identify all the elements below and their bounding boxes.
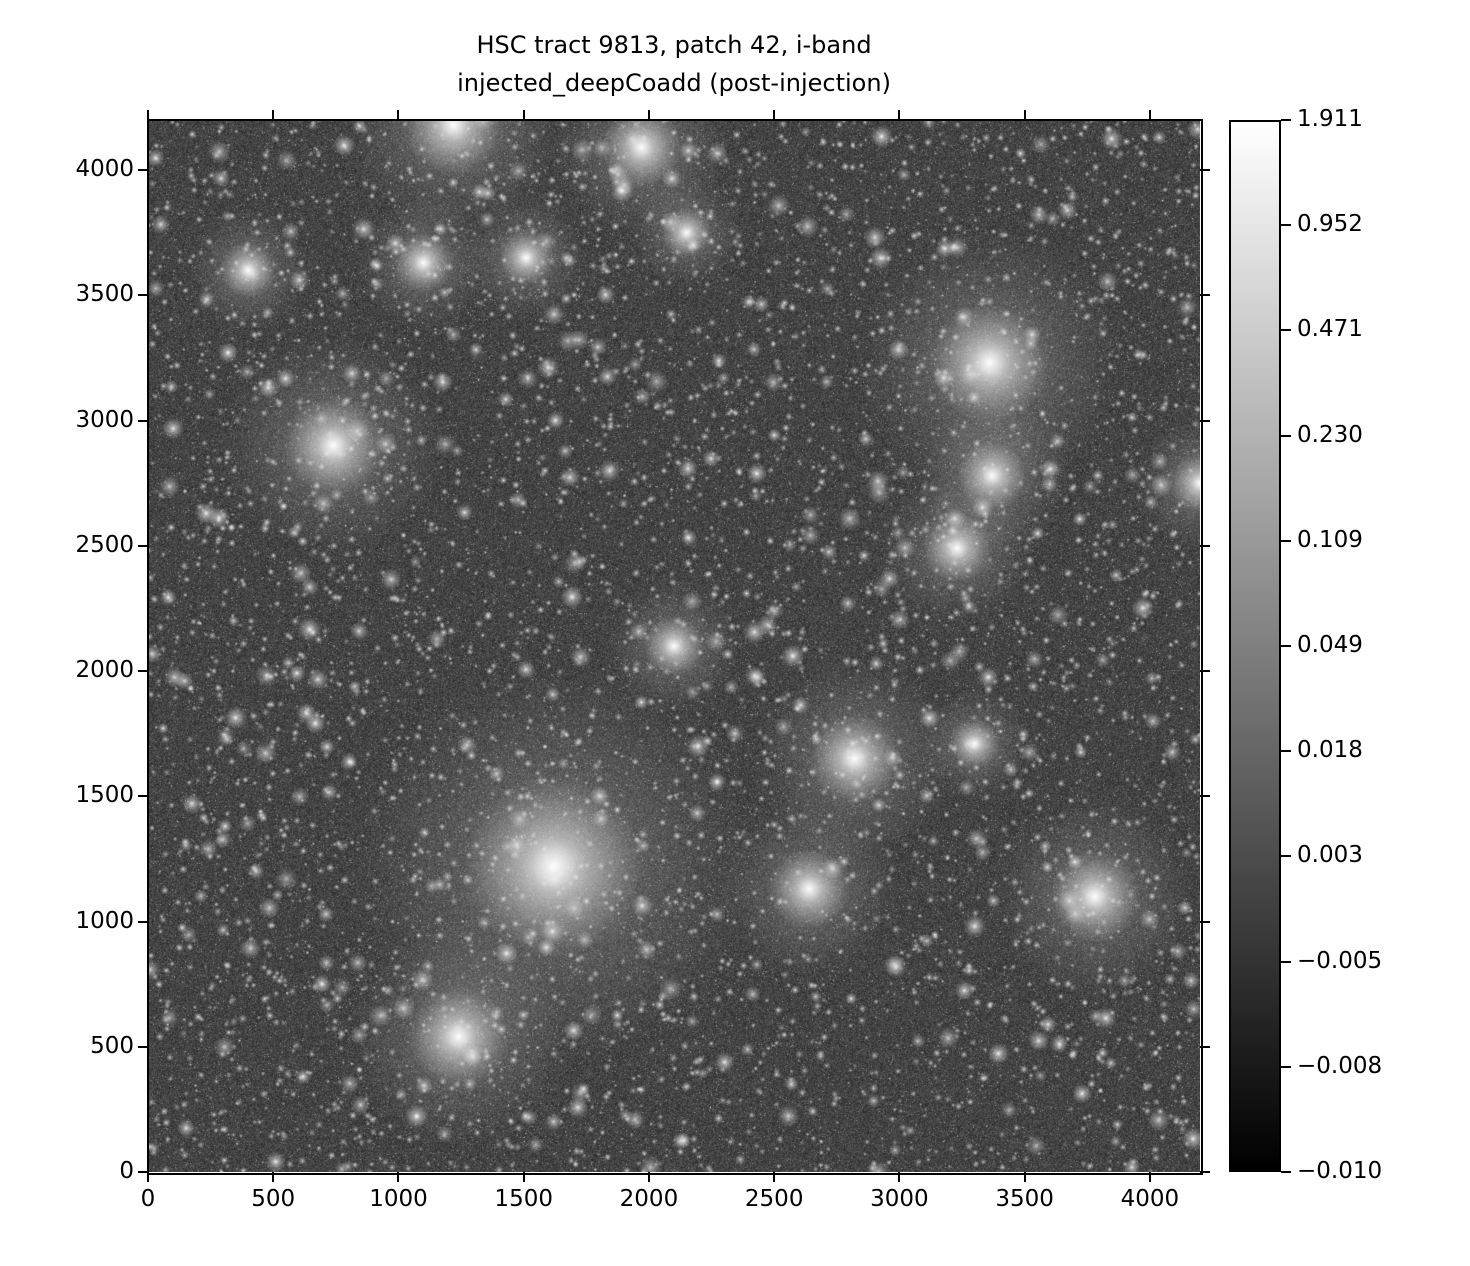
colorbar-tick [1281, 434, 1291, 437]
x-tick-top [1148, 110, 1151, 120]
y-tick-label: 4000 [75, 156, 134, 183]
x-tick-label: 4000 [1120, 1186, 1180, 1212]
x-tick [397, 1172, 400, 1182]
y-tick-label: 1000 [75, 907, 134, 934]
y-tick [138, 169, 148, 172]
colorbar-tick [1281, 224, 1291, 227]
colorbar-tick-label: 1.911 [1297, 106, 1363, 132]
y-tick [138, 1171, 148, 1173]
colorbar [1229, 120, 1281, 1172]
y-tick [138, 544, 148, 547]
colorbar-tick-label: −0.008 [1297, 1052, 1383, 1079]
x-tick-top [647, 110, 650, 120]
y-tick-right [1200, 544, 1210, 547]
colorbar-tick-label: 0.952 [1297, 211, 1363, 238]
x-tick [522, 1172, 525, 1182]
y-tick [138, 294, 148, 297]
colorbar-tick [1281, 1171, 1291, 1173]
x-tick-top [397, 110, 400, 120]
y-tick-label: 3500 [75, 281, 134, 308]
y-tick-label: 2500 [75, 531, 134, 558]
y-tick-label: 1500 [75, 782, 134, 809]
x-tick [773, 1172, 776, 1182]
x-tick-label: 2500 [744, 1186, 804, 1212]
colorbar-tick-label: 0.049 [1297, 632, 1363, 658]
colorbar-tick-label: 0.471 [1297, 316, 1363, 343]
x-tick-top [773, 110, 776, 120]
colorbar-tick [1281, 329, 1291, 332]
y-tick-label: 3000 [75, 406, 134, 433]
x-tick [1023, 1172, 1026, 1182]
colorbar-tick-label: 0.230 [1297, 421, 1363, 448]
y-tick [138, 670, 148, 673]
y-tick-label: 500 [90, 1032, 134, 1059]
y-tick-label: 2000 [75, 657, 134, 684]
x-tick [147, 1172, 149, 1182]
colorbar-tick-label: 0.018 [1297, 737, 1363, 764]
x-tick [647, 1172, 650, 1182]
coadd-image [148, 120, 1200, 1172]
colorbar-tick-label: −0.005 [1297, 947, 1383, 974]
colorbar-tick [1281, 960, 1291, 963]
colorbar-tick [1281, 539, 1291, 542]
x-tick-label: 1500 [494, 1186, 553, 1212]
axes-frame [147, 119, 1203, 1175]
y-tick-right [1200, 1171, 1210, 1173]
x-tick-label: 500 [251, 1186, 296, 1212]
y-tick-right [1200, 795, 1210, 798]
colorbar-tick-label: −0.010 [1297, 1158, 1383, 1184]
x-tick-label: 1000 [369, 1186, 428, 1212]
y-tick-right [1200, 169, 1210, 172]
y-tick-label: 0 [119, 1158, 134, 1184]
colorbar-tick [1281, 855, 1291, 858]
colorbar-tick [1281, 645, 1291, 647]
x-tick [272, 1172, 275, 1182]
x-tick-top [272, 110, 275, 120]
x-tick-label: 3500 [995, 1186, 1054, 1212]
x-tick-top [898, 110, 901, 120]
y-tick-right [1200, 1045, 1210, 1048]
x-tick-label: 0 [140, 1186, 156, 1212]
colorbar-tick [1281, 750, 1291, 753]
x-tick-label: 2000 [619, 1186, 679, 1212]
y-tick [138, 1045, 148, 1048]
colorbar-tick-label: 0.109 [1297, 526, 1363, 553]
colorbar-tick [1281, 119, 1291, 121]
x-tick [898, 1172, 901, 1182]
colorbar-tick [1281, 1065, 1291, 1068]
y-tick [138, 419, 148, 422]
x-tick-top [522, 110, 525, 120]
y-tick-right [1200, 294, 1210, 297]
chart-subtitle: injected_deepCoadd (post-injection) [457, 69, 891, 97]
y-tick [138, 920, 148, 923]
x-tick-label: 3000 [870, 1186, 929, 1212]
y-tick-right [1200, 419, 1210, 422]
chart-title: HSC tract 9813, patch 42, i-band [476, 31, 872, 59]
x-tick [1148, 1172, 1151, 1182]
x-tick-top [1023, 110, 1026, 120]
x-tick-top [147, 110, 149, 120]
y-tick [138, 795, 148, 798]
y-tick-right [1200, 670, 1210, 673]
y-tick-right [1200, 920, 1210, 923]
colorbar-tick-label: 0.003 [1297, 842, 1363, 869]
